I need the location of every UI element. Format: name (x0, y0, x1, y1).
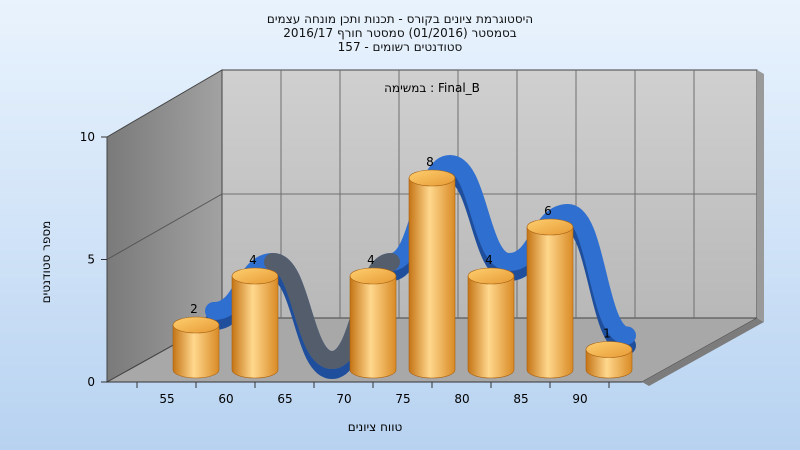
data-label: 4 (249, 253, 257, 267)
x-tick-label: 60 (218, 392, 233, 406)
x-tick-label: 90 (572, 392, 587, 406)
y-tick-label: 5 (87, 253, 95, 267)
bar-cap (172, 316, 220, 334)
x-tick-label: 55 (159, 392, 174, 406)
bar-body (467, 275, 515, 379)
data-label: 4 (367, 253, 375, 267)
title-line-3: סטודנטים רשומים - 157 (338, 40, 463, 54)
data-label: 4 (485, 253, 493, 267)
title-line-2: בסמסטר (01/2016) סמסטר חורף 2016/17 (283, 26, 516, 40)
y-axis-ticks: 0 5 10 (80, 130, 107, 389)
bar-body (408, 177, 456, 379)
y-tick-label: 0 (87, 375, 95, 389)
y-axis-title: מספר סטודנטים (39, 221, 53, 304)
x-tick-label: 85 (513, 392, 528, 406)
x-axis-title: טווח ציונים (348, 420, 403, 434)
data-label: 8 (426, 155, 434, 169)
grid-line-side (106, 193, 223, 260)
title-line-1: היסטוגרמת ציונים בקורס - תכנות ותכן מונח… (267, 12, 533, 26)
bar: 1 (585, 327, 633, 379)
bar-cap (585, 341, 633, 358)
bar-layer: 2 4 4 8 4 6 1 (172, 155, 633, 379)
inner-title: במשימה : Final_B (384, 81, 480, 95)
data-label: 6 (544, 204, 552, 218)
bar: 8 (408, 155, 456, 379)
bar-body (172, 324, 220, 379)
x-axis-ticks: 55 60 65 70 75 80 85 90 (136, 382, 610, 406)
bar-body (231, 275, 279, 379)
bar: 4 (349, 253, 397, 379)
data-label: 2 (190, 302, 198, 316)
chart-title: היסטוגרמת ציונים בקורס - תכנות ותכן מונח… (267, 12, 533, 54)
x-tick-label: 80 (454, 392, 469, 406)
bar: 6 (526, 204, 574, 379)
bar: 4 (231, 253, 279, 379)
bar: 4 (467, 253, 515, 379)
bar-cap (526, 218, 574, 236)
x-tick-label: 70 (336, 392, 351, 406)
bar-body (526, 226, 574, 379)
bar-body (349, 275, 397, 379)
bar-cap (231, 267, 279, 285)
data-label: 1 (603, 327, 611, 341)
bar-cap (349, 267, 397, 285)
bar: 2 (172, 302, 220, 379)
y-tick-label: 10 (80, 130, 95, 144)
x-tick-label: 75 (395, 392, 410, 406)
right-edge (757, 70, 764, 322)
x-tick-label: 65 (277, 392, 292, 406)
bar-cap (408, 169, 456, 187)
bar-cap (467, 267, 515, 285)
floor-edge (642, 318, 764, 386)
